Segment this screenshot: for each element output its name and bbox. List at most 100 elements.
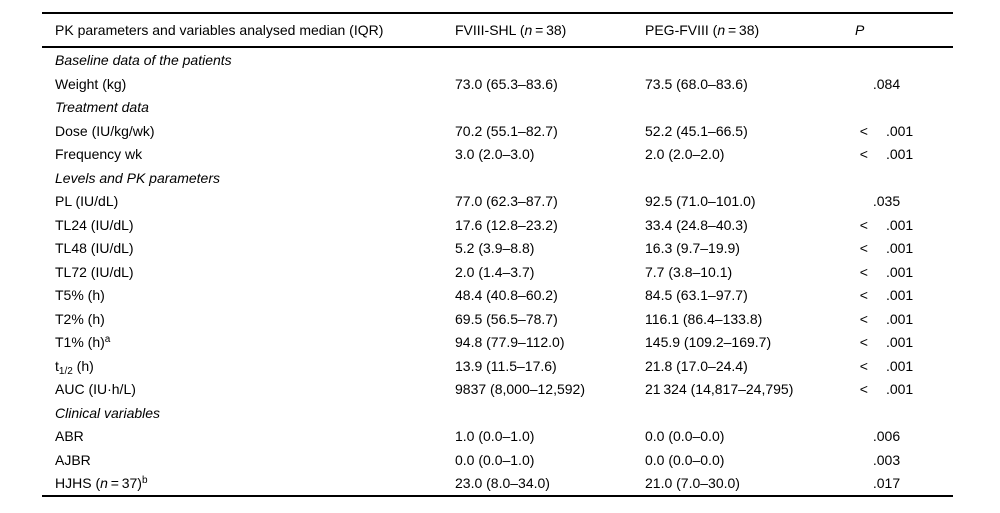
- p-value-cell: < .001: [820, 123, 953, 139]
- less-than-sign: <: [859, 122, 868, 139]
- fviii-shl-value-cell: 69.5 (56.5–78.7): [455, 310, 558, 327]
- row-abr: ABR 1.0 (0.0–1.0) 0.0 (0.0–0.0) .006: [42, 424, 953, 448]
- row-auc: AUC (IU·h/L) 9837 (8,000–12,592) 21 324 …: [42, 377, 953, 401]
- table-header-row: PK parameters and variables analysed med…: [42, 14, 953, 47]
- peg-fviii-value-cell: 21.0 (7.0–30.0): [645, 475, 740, 492]
- peg-fviii-value-cell: 0.0 (0.0–0.0): [645, 451, 725, 468]
- less-than-sign: <: [859, 146, 868, 163]
- p-value-cell: .035: [820, 193, 953, 209]
- param-label-cell: Frequency wk: [55, 146, 143, 163]
- header-col-fviii-shl: FVIII-SHL (n = 38): [455, 22, 645, 38]
- param-label-cell: AJBR: [55, 451, 91, 468]
- p-value-cell: < .001: [820, 146, 953, 162]
- param-label: T1% (h): [55, 334, 105, 351]
- header-peg-fviii-pre: PEG-FVIII (: [645, 21, 718, 38]
- p-value-cell: < .001: [820, 381, 953, 397]
- footnote-marker-a: a: [104, 334, 111, 346]
- fviii-shl-value-cell: 17.6 (12.8–23.2): [455, 216, 558, 233]
- footnote-marker-b: b: [141, 475, 148, 487]
- table-header-rule: [42, 46, 953, 49]
- pk-parameters-table: PK parameters and variables analysed med…: [42, 12, 953, 497]
- fviii-shl-value-cell: 70.2 (55.1–82.7): [455, 122, 558, 139]
- param-label-cell: TL72 (IU/dL): [55, 263, 134, 280]
- p-value: .084: [872, 75, 901, 92]
- header-col-peg-fviii: PEG-FVIII (n = 38): [645, 22, 820, 38]
- p-value-cell: .017: [820, 475, 953, 491]
- param-label-post: = 37): [107, 475, 142, 492]
- less-than-sign: <: [859, 287, 868, 304]
- p-value-cell: < .001: [820, 334, 953, 350]
- peg-fviii-value-cell: 84.5 (63.1–97.7): [645, 287, 748, 304]
- p-value: .001: [885, 122, 914, 139]
- fviii-shl-value-cell: 9837 (8,000–12,592): [455, 381, 585, 398]
- p-value-cell: < .001: [820, 358, 953, 374]
- header-fviii-shl-post: = 38): [532, 21, 567, 38]
- row-t5: T5% (h) 48.4 (40.8–60.2) 84.5 (63.1–97.7…: [42, 283, 953, 307]
- section-label: Levels and PK parameters: [55, 169, 220, 186]
- param-label-cell: ABR: [55, 428, 84, 445]
- row-hjhs: HJHS (n = 37)b 23.0 (8.0–34.0) 21.0 (7.0…: [42, 471, 953, 495]
- param-label-cell: Weight (kg): [55, 75, 127, 92]
- peg-fviii-value-cell: 33.4 (24.8–40.3): [645, 216, 748, 233]
- p-value: .001: [885, 310, 914, 327]
- param-label-cell: t1/2 (h): [42, 357, 455, 377]
- p-value-cell: < .001: [820, 287, 953, 303]
- peg-fviii-value-cell: 2.0 (2.0–2.0): [645, 146, 725, 163]
- section-label: Treatment data: [55, 99, 149, 116]
- less-than-sign: <: [859, 310, 868, 327]
- section-label: Baseline data of the patients: [55, 52, 232, 69]
- p-value: .001: [885, 240, 914, 257]
- param-label-cell: Dose (IU/kg/wk): [55, 122, 155, 139]
- table-bottom-rule: [42, 494, 953, 497]
- param-label-pre: t: [55, 357, 59, 374]
- peg-fviii-value-cell: 16.3 (9.7–19.9): [645, 240, 740, 257]
- p-value: .006: [872, 428, 901, 445]
- peg-fviii-value-cell: 116.1 (86.4–133.8): [645, 310, 763, 327]
- row-pl: PL (IU/dL) 77.0 (62.3–87.7) 92.5 (71.0–1…: [42, 189, 953, 213]
- row-t-half: t1/2 (h) 13.9 (11.5–17.6) 21.8 (17.0–24.…: [42, 354, 953, 378]
- fviii-shl-value-cell: 77.0 (62.3–87.7): [455, 193, 558, 210]
- less-than-sign: <: [859, 240, 868, 257]
- peg-fviii-value-cell: 0.0 (0.0–0.0): [645, 428, 725, 445]
- param-label-cell: T5% (h): [55, 287, 105, 304]
- peg-fviii-value-cell: 21.8 (17.0–24.4): [645, 357, 748, 374]
- p-value: .001: [885, 216, 914, 233]
- param-label-cell: T1% (h)a: [42, 334, 455, 350]
- param-label-cell: TL48 (IU/dL): [55, 240, 134, 257]
- header-col-p: P: [855, 21, 865, 38]
- p-value-cell: < .001: [820, 217, 953, 233]
- less-than-sign: <: [859, 216, 868, 233]
- fviii-shl-value-cell: 48.4 (40.8–60.2): [455, 287, 558, 304]
- fviii-shl-value-cell: 3.0 (2.0–3.0): [455, 146, 535, 163]
- row-ajbr: AJBR 0.0 (0.0–1.0) 0.0 (0.0–0.0) .003: [42, 448, 953, 472]
- fviii-shl-value-cell: 13.9 (11.5–17.6): [455, 357, 557, 374]
- less-than-sign: <: [859, 381, 868, 398]
- p-value-cell: .003: [820, 452, 953, 468]
- p-value-cell: < .001: [820, 311, 953, 327]
- param-label-subscript: 1/2: [58, 365, 73, 377]
- fviii-shl-value-cell: 1.0 (0.0–1.0): [455, 428, 535, 445]
- p-value: .001: [885, 146, 914, 163]
- header-fviii-shl-pre: FVIII-SHL (: [455, 21, 525, 38]
- fviii-shl-value-cell: 94.8 (77.9–112.0): [455, 334, 565, 351]
- param-label-cell: TL24 (IU/dL): [55, 216, 134, 233]
- fviii-shl-value-cell: 0.0 (0.0–1.0): [455, 451, 535, 468]
- less-than-sign: <: [859, 357, 868, 374]
- p-value: .001: [885, 287, 914, 304]
- param-label-pre: HJHS (: [55, 475, 101, 492]
- p-value-cell: < .001: [820, 240, 953, 256]
- p-value-cell: < .001: [820, 264, 953, 280]
- header-fviii-shl-n: n: [524, 21, 533, 38]
- row-weight: Weight (kg) 73.0 (65.3–83.6) 73.5 (68.0–…: [42, 72, 953, 96]
- header-peg-fviii-post: = 38): [725, 21, 760, 38]
- peg-fviii-value-cell: 92.5 (71.0–101.0): [645, 193, 756, 210]
- p-value: .017: [872, 475, 901, 492]
- p-value: .001: [885, 334, 914, 351]
- less-than-sign: <: [859, 263, 868, 280]
- p-value-cell: .084: [820, 76, 953, 92]
- less-than-sign: <: [859, 334, 868, 351]
- row-t1: T1% (h)a 94.8 (77.9–112.0) 145.9 (109.2–…: [42, 330, 953, 354]
- row-frequency: Frequency wk 3.0 (2.0–3.0) 2.0 (2.0–2.0)…: [42, 142, 953, 166]
- row-t2: T2% (h) 69.5 (56.5–78.7) 116.1 (86.4–133…: [42, 307, 953, 331]
- section-label: Clinical variables: [55, 404, 161, 421]
